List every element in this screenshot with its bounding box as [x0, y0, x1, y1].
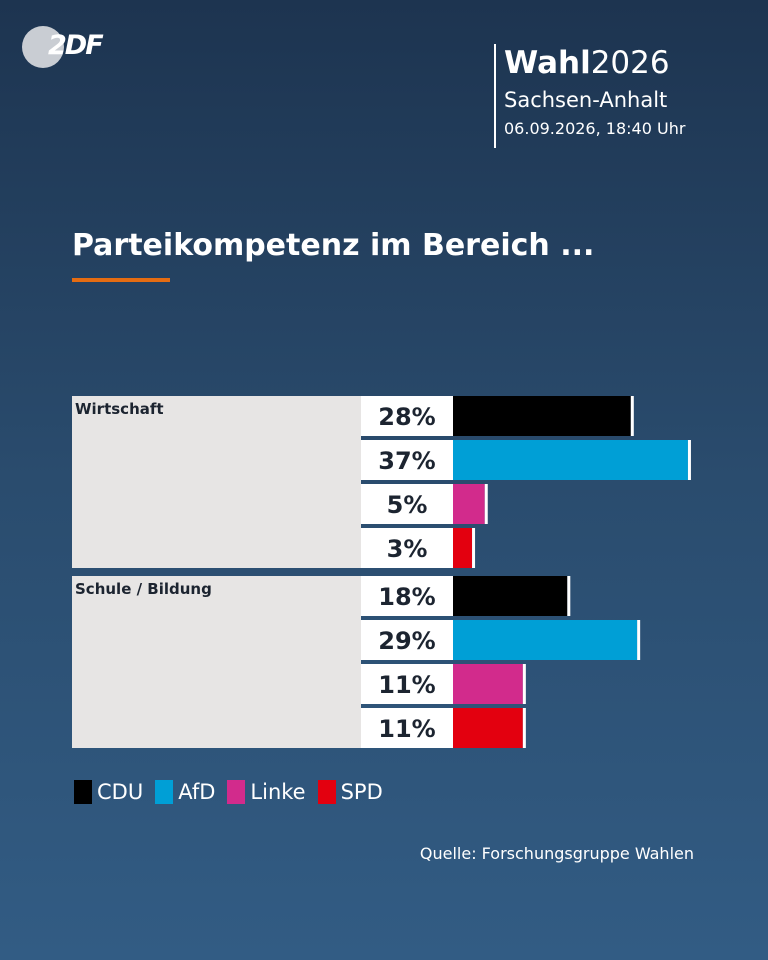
legend-swatch [317, 780, 336, 804]
category-panel [72, 576, 361, 748]
category-label: Schule / Bildung [75, 580, 212, 598]
bar-end-marker [630, 396, 634, 436]
bar-end-marker [522, 708, 526, 748]
bar [453, 620, 638, 660]
election-title: Wahl2026 [504, 44, 685, 82]
data-label: 5% [387, 491, 428, 519]
bar [453, 484, 485, 524]
bar [453, 528, 473, 568]
value-cell [361, 708, 453, 748]
legend-label: AfD [178, 780, 216, 804]
value-cell [361, 396, 453, 436]
legend-item: SPD [317, 780, 383, 804]
data-label: 3% [387, 535, 428, 563]
bar-end-marker [637, 620, 641, 660]
value-cell [361, 664, 453, 704]
bar-end-marker [484, 484, 488, 524]
bar [453, 708, 523, 748]
data-label: 18% [378, 583, 435, 611]
legend-item: Linke [227, 780, 306, 804]
bar-end-marker [567, 576, 571, 616]
value-cell [361, 484, 453, 524]
value-cell [361, 440, 453, 480]
source-note: Quelle: Forschungsgruppe Wahlen [419, 844, 694, 863]
data-label: 29% [378, 627, 435, 655]
election-year: 2026 [590, 45, 670, 81]
bar [453, 440, 688, 480]
election-region: Sachsen-Anhalt [504, 88, 668, 112]
legend-item: AfD [155, 780, 215, 804]
bar-end-marker [687, 440, 691, 480]
election-word: Wahl [504, 45, 591, 81]
legend-label: SPD [340, 780, 383, 804]
zdf-logo: 2DF [22, 26, 112, 68]
legend-swatch [74, 780, 92, 804]
category-panel [72, 396, 361, 568]
bar [453, 396, 631, 436]
value-cell [361, 620, 453, 660]
bar [453, 664, 523, 704]
bar-end-marker [472, 528, 476, 568]
data-label: 28% [378, 403, 435, 431]
chart-title: Parteikompetenz im Bereich ... [72, 228, 595, 263]
data-label: 11% [378, 671, 435, 699]
election-timestamp: 06.09.2026, 18:40 Uhr [504, 119, 686, 138]
data-label: 11% [378, 715, 435, 743]
category-label: Wirtschaft [75, 400, 164, 418]
legend-swatch [155, 780, 174, 804]
chart-legend: CDU AfD Linke SPD [74, 780, 395, 804]
legend-item: CDU [74, 780, 143, 804]
logo-text: 2DF [48, 30, 104, 61]
bar [453, 576, 568, 616]
legend-label: Linke [250, 780, 306, 804]
title-underline [72, 278, 170, 282]
value-cell [361, 528, 453, 568]
value-cell [361, 576, 453, 616]
election-info: Wahl2026 Sachsen-Anhalt 06.09.2026, 18:4… [494, 44, 685, 148]
data-label: 37% [378, 447, 435, 475]
legend-swatch [227, 780, 246, 804]
legend-label: CDU [97, 780, 144, 804]
logo-circle-icon [22, 26, 64, 68]
bar-end-marker [522, 664, 526, 704]
